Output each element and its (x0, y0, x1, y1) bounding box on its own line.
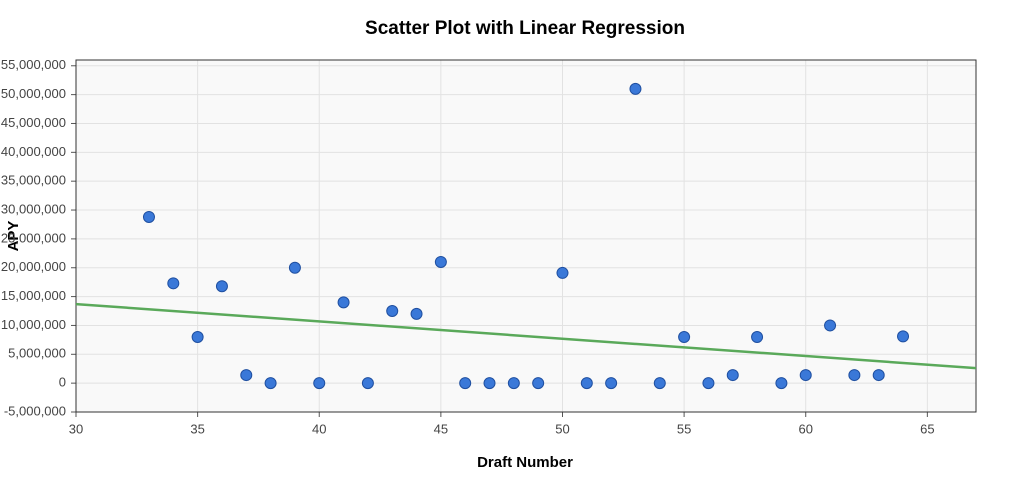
point (410, 307, 423, 320)
y-tick-label: 30,000,000 (1, 201, 66, 216)
point (361, 377, 374, 390)
point (240, 369, 253, 382)
point (337, 296, 350, 309)
point (191, 330, 204, 343)
point (799, 369, 812, 382)
y-tick-label: 50,000,000 (1, 86, 66, 101)
y-tick-label: 35,000,000 (1, 173, 66, 188)
point (897, 330, 910, 343)
point (264, 377, 277, 390)
point (215, 280, 228, 293)
x-tick-label: 65 (920, 421, 934, 436)
y-tick-label: 40,000,000 (1, 144, 66, 159)
point (872, 369, 885, 382)
point (167, 277, 180, 290)
point (434, 255, 447, 268)
y-tick-label: 15,000,000 (1, 288, 66, 303)
x-tick-label: 55 (677, 421, 691, 436)
x-tick-label: 30 (69, 421, 83, 436)
point (507, 377, 520, 390)
chart-title: Scatter Plot with Linear Regression (365, 18, 685, 39)
point (848, 369, 861, 382)
point (532, 377, 545, 390)
point (142, 210, 155, 223)
plot-border (75, 59, 977, 413)
y-tick-label: 10,000,000 (1, 317, 66, 332)
x-tick-label: 45 (434, 421, 448, 436)
point (556, 266, 569, 279)
y-tick-label: 0 (59, 375, 66, 390)
point (288, 261, 301, 274)
point (824, 319, 837, 332)
regression-line (75, 302, 977, 370)
point (653, 377, 666, 390)
y-axis-title: APY (5, 221, 22, 252)
y-tick-label: 20,000,000 (1, 259, 66, 274)
point (605, 377, 618, 390)
x-tick-label: 50 (555, 421, 569, 436)
point (313, 377, 326, 390)
point (775, 377, 788, 390)
point (702, 377, 715, 390)
x-axis-title: Draft Number (477, 454, 573, 471)
point (726, 369, 739, 382)
point (459, 377, 472, 390)
plot-area (76, 60, 976, 412)
point (678, 330, 691, 343)
y-tick-label: 25,000,000 (1, 230, 66, 245)
y-tick-label: 5,000,000 (8, 346, 66, 361)
y-tick-label: 55,000,000 (1, 57, 66, 72)
y-tick-label: -5,000,000 (4, 403, 66, 418)
point (483, 377, 496, 390)
x-tick-label: 35 (190, 421, 204, 436)
x-tick-label: 60 (798, 421, 812, 436)
point (386, 305, 399, 318)
point (629, 82, 642, 95)
y-tick-label: 45,000,000 (1, 115, 66, 130)
x-tick-label: 40 (312, 421, 326, 436)
point (580, 377, 593, 390)
point (751, 330, 764, 343)
